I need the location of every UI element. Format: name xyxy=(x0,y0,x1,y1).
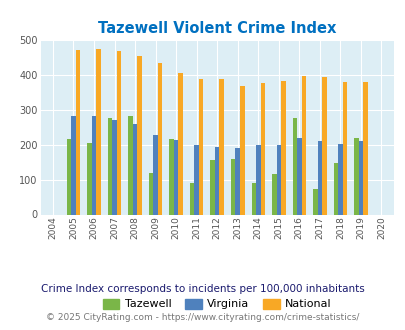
Bar xyxy=(256,145,260,214)
Bar xyxy=(353,138,358,214)
Bar xyxy=(112,120,117,214)
Bar xyxy=(132,124,137,214)
Bar xyxy=(87,143,92,214)
Bar xyxy=(173,140,178,214)
Bar xyxy=(362,82,367,214)
Bar xyxy=(333,163,337,214)
Bar xyxy=(71,115,75,214)
Bar xyxy=(210,160,214,214)
Bar xyxy=(190,183,194,214)
Title: Tazewell Violent Crime Index: Tazewell Violent Crime Index xyxy=(98,21,336,36)
Bar xyxy=(117,51,121,214)
Bar xyxy=(271,174,276,214)
Bar xyxy=(194,145,198,214)
Text: Crime Index corresponds to incidents per 100,000 inhabitants: Crime Index corresponds to incidents per… xyxy=(41,284,364,294)
Bar xyxy=(149,173,153,214)
Bar xyxy=(301,76,305,214)
Legend: Tazewell, Virginia, National: Tazewell, Virginia, National xyxy=(98,294,335,314)
Bar xyxy=(276,145,280,214)
Bar xyxy=(260,83,264,214)
Bar xyxy=(92,115,96,214)
Bar xyxy=(251,183,256,214)
Bar xyxy=(158,63,162,214)
Bar xyxy=(292,118,296,214)
Bar xyxy=(230,159,235,214)
Bar xyxy=(137,56,141,214)
Bar xyxy=(153,135,158,214)
Bar xyxy=(75,50,80,214)
Bar xyxy=(169,139,173,214)
Bar xyxy=(219,79,224,214)
Bar xyxy=(214,147,219,214)
Bar xyxy=(235,148,239,214)
Bar xyxy=(280,81,285,214)
Bar xyxy=(198,79,203,214)
Bar xyxy=(239,86,244,214)
Bar xyxy=(317,141,321,214)
Bar xyxy=(342,82,346,214)
Bar xyxy=(296,138,301,214)
Bar xyxy=(66,139,71,214)
Bar xyxy=(337,144,342,214)
Bar xyxy=(128,116,132,214)
Bar xyxy=(312,189,317,214)
Bar xyxy=(178,73,183,215)
Text: © 2025 CityRating.com - https://www.cityrating.com/crime-statistics/: © 2025 CityRating.com - https://www.city… xyxy=(46,313,359,322)
Bar xyxy=(321,77,326,215)
Bar xyxy=(358,141,362,214)
Bar xyxy=(107,118,112,214)
Bar xyxy=(96,50,100,214)
